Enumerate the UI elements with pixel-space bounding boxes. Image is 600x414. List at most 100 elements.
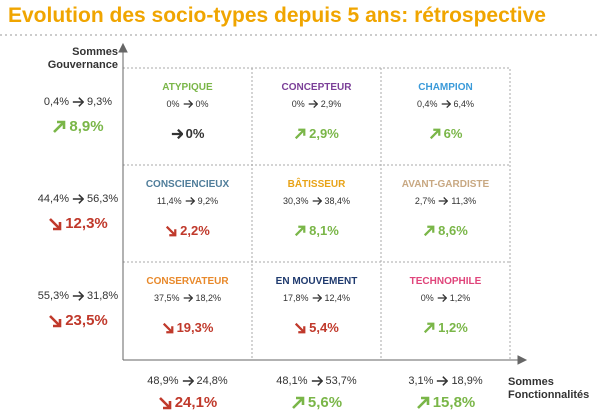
change: 8,1% [255,223,379,238]
change-value: 23,5% [65,312,108,329]
socio-type-name: AVANT-GARDISTE [401,179,490,190]
change-value: 1,2% [438,320,468,335]
change: 23,5% [16,312,140,329]
range: 0% 2,9% [255,99,379,109]
arrow-icon [311,376,323,386]
from-value: 55,3% [37,290,69,302]
cell-name: TECHNOPHILE [384,276,508,287]
arrow-icon [441,99,451,109]
cell-name: CHAMPION [384,82,508,93]
range: 37,5% 18,2% [126,293,250,303]
arrow-icon [171,128,183,139]
change-value: 8,1% [309,223,339,238]
to-value: 12,4% [324,293,351,303]
change: 5,6% [255,394,379,411]
to-value: 38,4% [324,196,351,206]
change: 0% [126,126,250,141]
from-value: 30,3% [282,196,309,206]
from-value: 48,9% [147,375,179,387]
cell-name: ATYPIQUE [126,82,250,93]
arrow-icon [429,128,440,139]
change-value: 5,4% [309,320,339,335]
arrow-icon [416,396,430,409]
socio-type-name: CONSERVATEUR [146,276,229,287]
arrow-icon [183,293,193,303]
arrow-icon [49,217,62,230]
range: 30,3% 38,4% [255,196,379,206]
change-value: 8,9% [69,118,104,135]
from-value: 44,4% [37,193,69,205]
cell-name: BÂTISSEUR [255,179,379,190]
arrow-icon [437,376,449,386]
cell-name: CONSCIENCIEUX [126,179,250,190]
range: 17,8% 12,4% [255,293,379,303]
arrow-icon [183,99,193,109]
range: 0% 0% [126,99,250,109]
from-value: 0,4% [416,99,438,109]
change: 2,9% [255,126,379,141]
to-value: 18,2% [195,293,222,303]
socio-type-name: CHAMPION [418,82,473,93]
arrow-icon [158,396,172,409]
change: 12,3% [16,215,140,232]
to-value: 18,9% [451,375,483,387]
from-value: 2,7% [414,196,436,206]
change: 8,9% [16,118,140,135]
from-value: 0% [291,99,305,109]
change-value: 24,1% [174,394,218,411]
socio-type-name: CONCEPTEUR [281,82,352,93]
from-value: 11,4% [156,196,182,206]
arrow-icon [295,128,306,139]
change: 8,6% [384,223,508,238]
socio-type-name: BÂTISSEUR [287,179,346,190]
range: 2,7% 11,3% [384,196,508,206]
change-value: 12,3% [65,215,108,232]
to-value: 24,8% [196,375,228,387]
arrow-icon [72,291,84,301]
change: 6% [384,126,508,141]
arrow-icon [295,225,306,236]
to-value: 11,3% [451,196,477,206]
from-value: 48,1% [276,375,308,387]
change: 15,8% [384,394,508,411]
arrow-icon [439,196,449,206]
from-value: 0,4% [43,96,69,108]
arrow-icon [182,376,194,386]
range: 11,4% 9,2% [126,196,250,206]
title: Evolution des socio-types depuis 5 ans: … [8,4,546,27]
arrow-icon [72,194,84,204]
change: 24,1% [126,394,250,411]
change-value: 19,3% [176,320,214,335]
from-value: 0% [166,99,180,109]
change: 2,2% [126,223,250,238]
from-value: 37,5% [153,293,180,303]
to-value: 9,3% [87,96,113,108]
arrow-icon [162,322,173,333]
cell-name: CONCEPTEUR [255,82,379,93]
to-value: 2,9% [320,99,342,109]
socio-type-name: ATYPIQUE [162,82,213,93]
cell-name: AVANT-GARDISTE [384,179,508,190]
change-value: 0% [185,126,205,141]
from-value: 0% [420,293,434,303]
range: 0,4% 6,4% [384,99,508,109]
range: 48,1% 53,7% [255,375,379,387]
range: 3,1% 18,9% [384,375,508,387]
range: 48,9% 24,8% [126,375,250,387]
cell-name: EN MOUVEMENT [255,276,379,287]
arrow-icon [437,293,447,303]
arrow-icon [291,396,305,409]
to-value: 9,2% [197,196,219,206]
arrow-icon [72,97,84,107]
arrow-icon [308,99,318,109]
to-value: 6,4% [453,99,475,109]
change-value: 15,8% [432,394,476,411]
range: 0,4% 9,3% [16,96,140,108]
arrow-icon [185,196,195,206]
change-value: 5,6% [307,394,343,411]
from-value: 3,1% [408,375,434,387]
arrow-icon [424,225,435,236]
x-axis-label: Sommes Fonctionnalités [508,376,590,401]
